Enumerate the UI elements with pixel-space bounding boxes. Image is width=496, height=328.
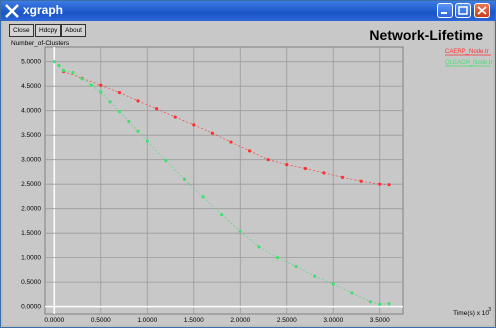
series-line [193,124,213,134]
y-tick-label: 3.0000 [21,157,41,164]
graph-title: Network-Lifetime [369,27,483,43]
series-line [184,179,204,198]
y-tick-label: 1.5000 [21,230,41,237]
y-tick-label: 2.0000 [21,206,41,213]
series-line [351,292,371,303]
series-line [212,132,232,143]
series-line [175,116,194,126]
y-axis-label: Number_of-Clusters [11,40,70,47]
legend-entry: QLEACH_Node.tr [445,60,493,66]
plot-area [44,46,404,315]
series-line [82,78,101,86]
x-logo-icon [5,4,19,18]
minimize-icon[interactable] [437,3,453,18]
series-line [72,72,83,80]
chart-plot: 0.0000 0.5000 1.0000 1.5000 2.0000 2.5000 3.00… [21,46,493,324]
series-line [137,100,157,110]
series-line [370,301,380,305]
close-icon[interactable] [474,3,490,18]
series-line [323,172,343,178]
series-line [286,164,306,169]
legend-entry: CAERP_Node.tr [445,49,489,55]
series-line [314,276,334,285]
series-line [147,140,167,161]
series-line [156,108,176,118]
series-line [100,84,120,93]
data-point [285,162,289,167]
x-tick-label: 0.5000 [91,317,111,324]
series-line [249,150,269,160]
series-line [119,92,139,102]
title-bar[interactable]: xgraph [1,1,495,21]
window-title: xgraph [23,3,64,17]
series-line [277,257,297,267]
series-line [82,78,92,86]
maximize-icon[interactable] [455,3,471,18]
x-axis-label: Time(s) x 10 [453,310,489,317]
data-point [322,171,326,175]
series-line [63,70,73,73]
x-tick-label: 3.0000 [323,317,343,324]
series-line [240,230,260,248]
data-point [340,175,345,179]
series-line [361,180,380,185]
y-tick-label: 0.5000 [21,279,41,286]
y-tick-label: 3.5000 [21,132,41,139]
series-line [268,159,287,165]
series-line [58,65,64,71]
series-line [295,266,315,277]
y-tick-label: 1.0000 [21,255,41,262]
series-line [305,168,325,174]
x-tick-label: 1.0000 [137,317,157,324]
series-line [202,196,222,215]
x-tick-label: 2.5000 [277,317,297,324]
graph-area: Close Hdcpy About Network-Lifetime Numbe… [3,21,493,325]
x-tick-label: 1.5000 [184,317,204,324]
x-axis-exponent: 3 [488,307,491,313]
series-line [333,283,352,294]
about-button[interactable]: About [61,24,86,37]
series-line [63,71,83,79]
hdcpy-button[interactable]: Hdcpy [35,24,62,37]
series-line [342,177,362,182]
series-line [54,61,60,66]
series-line [258,246,278,258]
y-tick-label: 4.0000 [21,108,41,115]
x-tick-label: 3.5000 [370,317,390,324]
series-line [165,160,185,180]
x-tick-label: 0.0000 [44,317,64,324]
y-tick-label: 2.5000 [21,181,41,188]
series-line [91,84,101,93]
x-tick-label: 2.0000 [230,317,250,324]
series-line [230,141,250,152]
y-tick-label: 0.0000 [21,304,41,311]
y-tick-label: 4.5000 [21,83,41,90]
series-line [221,214,241,232]
close-button[interactable]: Close [9,24,34,37]
y-tick-label: 5.0000 [21,59,41,66]
